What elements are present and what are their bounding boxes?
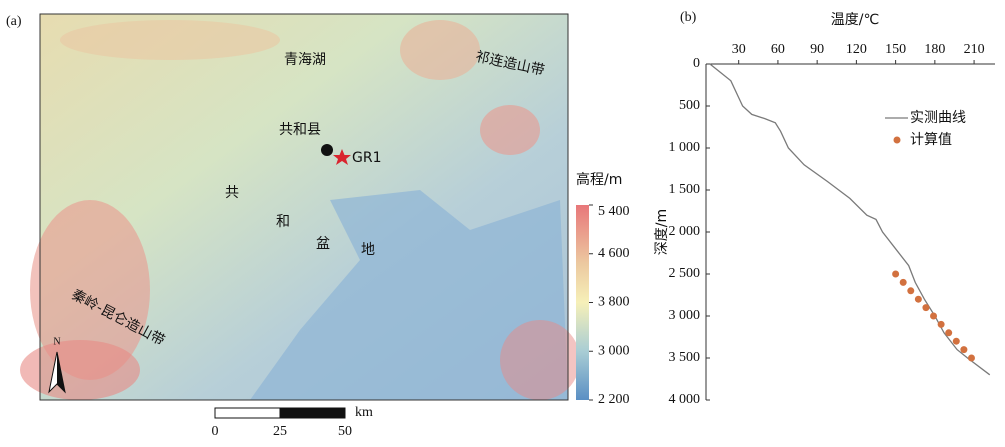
lake-label: 青海湖 [284, 52, 326, 68]
county-marker [321, 144, 333, 156]
basin-label: 共 [225, 185, 239, 201]
scale-bar-segment [215, 408, 280, 418]
point [892, 271, 899, 278]
scale-tick-label: 0 [212, 424, 219, 439]
point [968, 355, 975, 362]
point [922, 304, 929, 311]
y-tick-label: 3 500 [669, 350, 701, 365]
colorbar [576, 205, 589, 400]
scale-bar-segment [280, 408, 345, 418]
basin-label: 盆 [316, 236, 330, 252]
legend-marker [894, 137, 901, 144]
y-tick-label: 1 500 [669, 182, 701, 197]
mountain [20, 340, 140, 400]
legend-label: 实测曲线 [910, 110, 966, 126]
legend-tick-label: 3 800 [598, 295, 630, 310]
x-tick-label: 180 [924, 42, 945, 57]
x-tick-label: 90 [810, 42, 824, 57]
basin-label: 和 [276, 214, 290, 230]
y-tick-label: 2 000 [669, 224, 701, 239]
y-tick-label: 4 000 [669, 392, 701, 407]
basin-label: 地 [361, 242, 375, 258]
legend-tick-label: 5 400 [598, 204, 630, 219]
county-label: 共和县 [279, 122, 321, 138]
mountain [400, 20, 480, 80]
y-tick-label: 500 [679, 98, 700, 113]
panel-label: (a) [6, 14, 22, 29]
y-tick-label: 0 [693, 56, 700, 71]
y-tick-label: 3 000 [669, 308, 701, 323]
point [900, 279, 907, 286]
map: 青海湖 祁连造山带 共和县 GR1 共 和 盆 地 秦岭-昆仑造山带 N [20, 14, 580, 400]
point [953, 338, 960, 345]
x-tick-label: 60 [771, 42, 785, 57]
legend-tick-label: 3 000 [598, 343, 630, 358]
scale-tick-label: 25 [273, 424, 287, 439]
north-label: N [53, 336, 60, 347]
point [915, 296, 922, 303]
y-tick-label: 2 500 [669, 266, 701, 281]
mountain [480, 105, 540, 155]
point [945, 329, 952, 336]
panel-label: (b) [680, 10, 697, 25]
point [960, 346, 967, 353]
mountain [60, 20, 280, 60]
legend-tick-label: 2 200 [598, 392, 630, 407]
scale-unit: km [355, 405, 373, 420]
legend-title: 高程/m [576, 171, 622, 188]
point [930, 313, 937, 320]
legend-label: 计算值 [910, 132, 952, 148]
x-tick-label: 120 [846, 42, 867, 57]
y-tick-label: 1 000 [669, 140, 701, 155]
point [938, 321, 945, 328]
x-tick-label: 150 [885, 42, 906, 57]
legend-tick-label: 4 600 [598, 246, 630, 261]
figure: (a) (b) 青海湖 祁连造山带 共和县 GR1 共 和 盆 地 秦岭-昆仑造… [0, 0, 1005, 442]
scale-tick-label: 50 [338, 424, 352, 439]
x-tick-label: 30 [732, 42, 746, 57]
point [907, 287, 914, 294]
well-label: GR1 [352, 150, 381, 166]
x-axis-label: 温度/℃ [831, 12, 879, 28]
x-tick-label: 210 [964, 42, 985, 57]
